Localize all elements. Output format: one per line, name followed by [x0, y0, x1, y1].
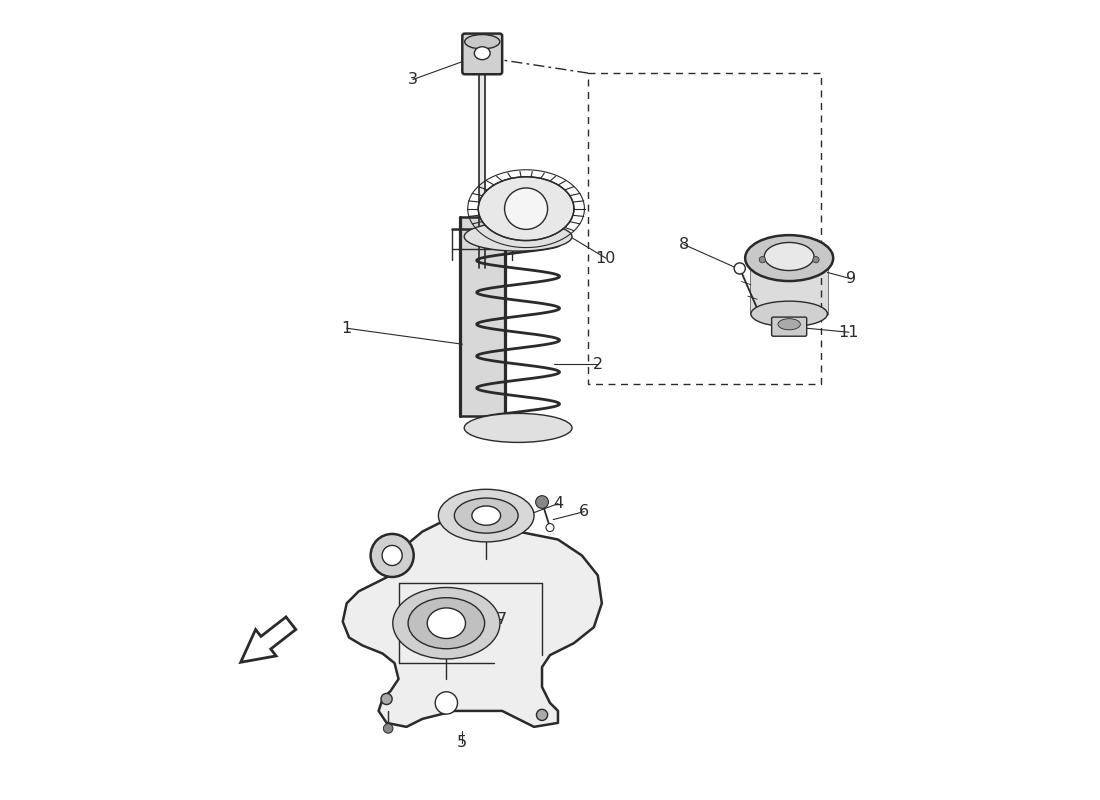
Circle shape: [381, 694, 393, 705]
Ellipse shape: [464, 414, 572, 442]
Text: 9: 9: [846, 271, 857, 286]
Polygon shape: [460, 217, 505, 416]
Circle shape: [536, 496, 549, 509]
Text: 6: 6: [580, 504, 590, 519]
Text: 8: 8: [679, 237, 689, 252]
Polygon shape: [343, 519, 602, 727]
Ellipse shape: [408, 598, 485, 649]
Ellipse shape: [478, 177, 574, 241]
Circle shape: [546, 523, 554, 531]
Circle shape: [813, 257, 820, 263]
Text: 2: 2: [593, 357, 603, 372]
Circle shape: [384, 724, 393, 734]
Text: 4: 4: [553, 496, 563, 511]
Ellipse shape: [427, 608, 465, 638]
Circle shape: [382, 546, 403, 566]
Circle shape: [371, 534, 414, 577]
Text: 11: 11: [838, 325, 859, 340]
Ellipse shape: [464, 34, 499, 49]
Ellipse shape: [764, 242, 814, 270]
Text: 1: 1: [342, 321, 352, 336]
Ellipse shape: [393, 587, 499, 659]
Text: 7: 7: [497, 612, 507, 626]
Circle shape: [537, 710, 548, 721]
Ellipse shape: [439, 490, 535, 542]
Circle shape: [734, 263, 746, 274]
Ellipse shape: [454, 498, 518, 533]
Ellipse shape: [464, 222, 572, 251]
Text: 3: 3: [408, 72, 418, 87]
Polygon shape: [751, 265, 827, 314]
Ellipse shape: [505, 188, 548, 230]
FancyArrow shape: [241, 617, 296, 662]
Text: 5: 5: [458, 735, 468, 750]
Text: 10: 10: [595, 250, 616, 266]
FancyBboxPatch shape: [462, 34, 503, 74]
Ellipse shape: [474, 46, 491, 60]
FancyBboxPatch shape: [771, 317, 806, 336]
Circle shape: [436, 692, 458, 714]
Ellipse shape: [778, 318, 801, 330]
Ellipse shape: [472, 506, 500, 526]
Ellipse shape: [745, 235, 833, 281]
Ellipse shape: [751, 301, 827, 326]
Circle shape: [759, 257, 766, 263]
